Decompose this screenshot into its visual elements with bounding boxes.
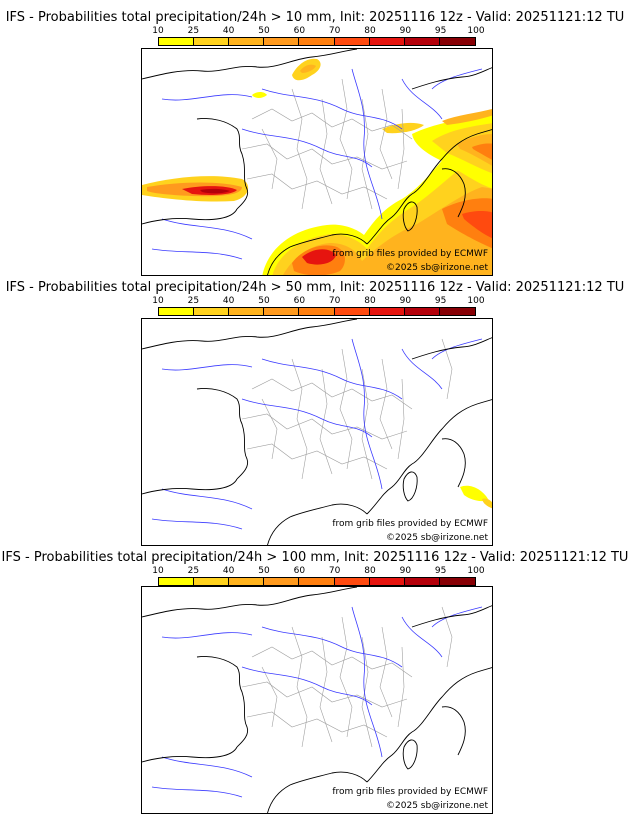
border-lines	[241, 606, 453, 748]
scale-segment	[404, 308, 440, 315]
scale-label: 90	[399, 296, 412, 306]
scale-segment	[334, 308, 370, 315]
scale-labels: 10 25 40 50 60 70 80 90 95 100	[152, 26, 484, 36]
scale-segment	[439, 578, 475, 585]
scale-segment	[229, 308, 265, 315]
precip-field	[142, 58, 492, 275]
source-credit: from grib files provided by ECMWF	[332, 249, 488, 259]
scale-segment	[159, 38, 195, 45]
copyright-credit: ©2025 sb@irizone.net	[386, 263, 488, 273]
scale-label: 95	[434, 296, 447, 306]
precipitation-map: from grib files provided by ECMWF ©2025 …	[141, 318, 493, 546]
scale-label: 50	[258, 566, 270, 576]
source-credit: from grib files provided by ECMWF	[332, 519, 488, 529]
source-credit: from grib files provided by ECMWF	[332, 787, 488, 797]
scale-segment	[439, 308, 475, 315]
scale-label: 60	[293, 26, 306, 36]
map-svg	[142, 587, 492, 813]
scale-label: 60	[293, 566, 306, 576]
copyright-credit: ©2025 sb@irizone.net	[386, 801, 488, 811]
coastline	[142, 587, 492, 813]
panel-title: IFS - Probabilities total precipitation/…	[5, 280, 625, 295]
scale-segment	[229, 578, 265, 585]
scale-segment	[334, 38, 370, 45]
scale-segment	[159, 578, 195, 585]
panel-10mm: IFS - Probabilities total precipitation/…	[0, 0, 630, 276]
probability-color-scale: 10 25 40 50 60 70 80 90 95 100	[152, 296, 485, 324]
scale-label: 40	[222, 296, 235, 306]
scale-label: 100	[467, 26, 485, 36]
scale-label: 95	[434, 26, 447, 36]
scale-label: 50	[258, 26, 270, 36]
panel-title: IFS - Probabilities total precipitation/…	[5, 10, 625, 25]
river-lines	[151, 68, 483, 260]
coastline	[142, 319, 492, 545]
scale-segment	[194, 578, 230, 585]
border-lines	[241, 338, 453, 480]
scale-segment	[369, 308, 405, 315]
probability-color-scale: 10 25 40 50 60 70 80 90 95 100	[152, 26, 485, 54]
scale-label: 40	[222, 566, 235, 576]
copyright-credit: ©2025 sb@irizone.net	[386, 533, 488, 543]
scale-label: 95	[434, 566, 447, 576]
scale-label: 10	[152, 566, 164, 576]
scale-segment	[404, 38, 440, 45]
scale-segment	[264, 308, 300, 315]
scale-label: 100	[467, 296, 485, 306]
scale-label: 100	[467, 566, 485, 576]
scale-label: 90	[399, 26, 412, 36]
scale-segment	[369, 578, 405, 585]
panel-50mm: IFS - Probabilities total precipitation/…	[0, 270, 630, 546]
scale-segment	[369, 38, 405, 45]
panel-100mm: IFS - Probabilities total precipitation/…	[0, 540, 630, 814]
river-lines	[151, 606, 483, 798]
scale-label: 50	[258, 296, 270, 306]
scale-label: 40	[222, 26, 235, 36]
scale-segment	[299, 38, 335, 45]
scale-label: 25	[187, 566, 200, 576]
scale-label: 80	[364, 26, 376, 36]
scale-bar	[158, 307, 476, 316]
scale-segment	[194, 38, 230, 45]
scale-segment	[404, 578, 440, 585]
precipitation-map: from grib files provided by ECMWF ©2025 …	[141, 48, 493, 276]
scale-segment	[264, 38, 300, 45]
scale-segment	[229, 38, 265, 45]
scale-segment	[159, 308, 195, 315]
scale-label: 25	[187, 26, 200, 36]
scale-label: 80	[364, 296, 376, 306]
map-svg	[142, 319, 492, 545]
scale-label: 70	[328, 26, 341, 36]
precipitation-map: from grib files provided by ECMWF ©2025 …	[141, 586, 493, 814]
probability-color-scale: 10 25 40 50 60 70 80 90 95 100	[152, 566, 485, 594]
scale-label: 10	[152, 296, 164, 306]
scale-segment	[194, 308, 230, 315]
scale-segment	[334, 578, 370, 585]
river-lines	[151, 338, 483, 530]
scale-bar	[158, 37, 476, 46]
coastline	[142, 49, 492, 275]
scale-segment	[439, 38, 475, 45]
scale-label: 60	[293, 296, 306, 306]
scale-label: 90	[399, 566, 412, 576]
scale-label: 70	[328, 296, 341, 306]
panel-title: IFS - Probabilities total precipitation/…	[1, 550, 629, 565]
scale-segment	[299, 578, 335, 585]
map-svg	[142, 49, 492, 275]
scale-label: 80	[364, 566, 376, 576]
scale-label: 10	[152, 26, 164, 36]
scale-labels: 10 25 40 50 60 70 80 90 95 100	[152, 296, 484, 306]
scale-labels: 10 25 40 50 60 70 80 90 95 100	[152, 566, 484, 576]
scale-label: 25	[187, 296, 200, 306]
scale-segment	[264, 578, 300, 585]
scale-bar	[158, 577, 476, 586]
scale-label: 70	[328, 566, 341, 576]
scale-segment	[299, 308, 335, 315]
border-lines	[241, 78, 413, 210]
precip-field	[460, 485, 492, 509]
